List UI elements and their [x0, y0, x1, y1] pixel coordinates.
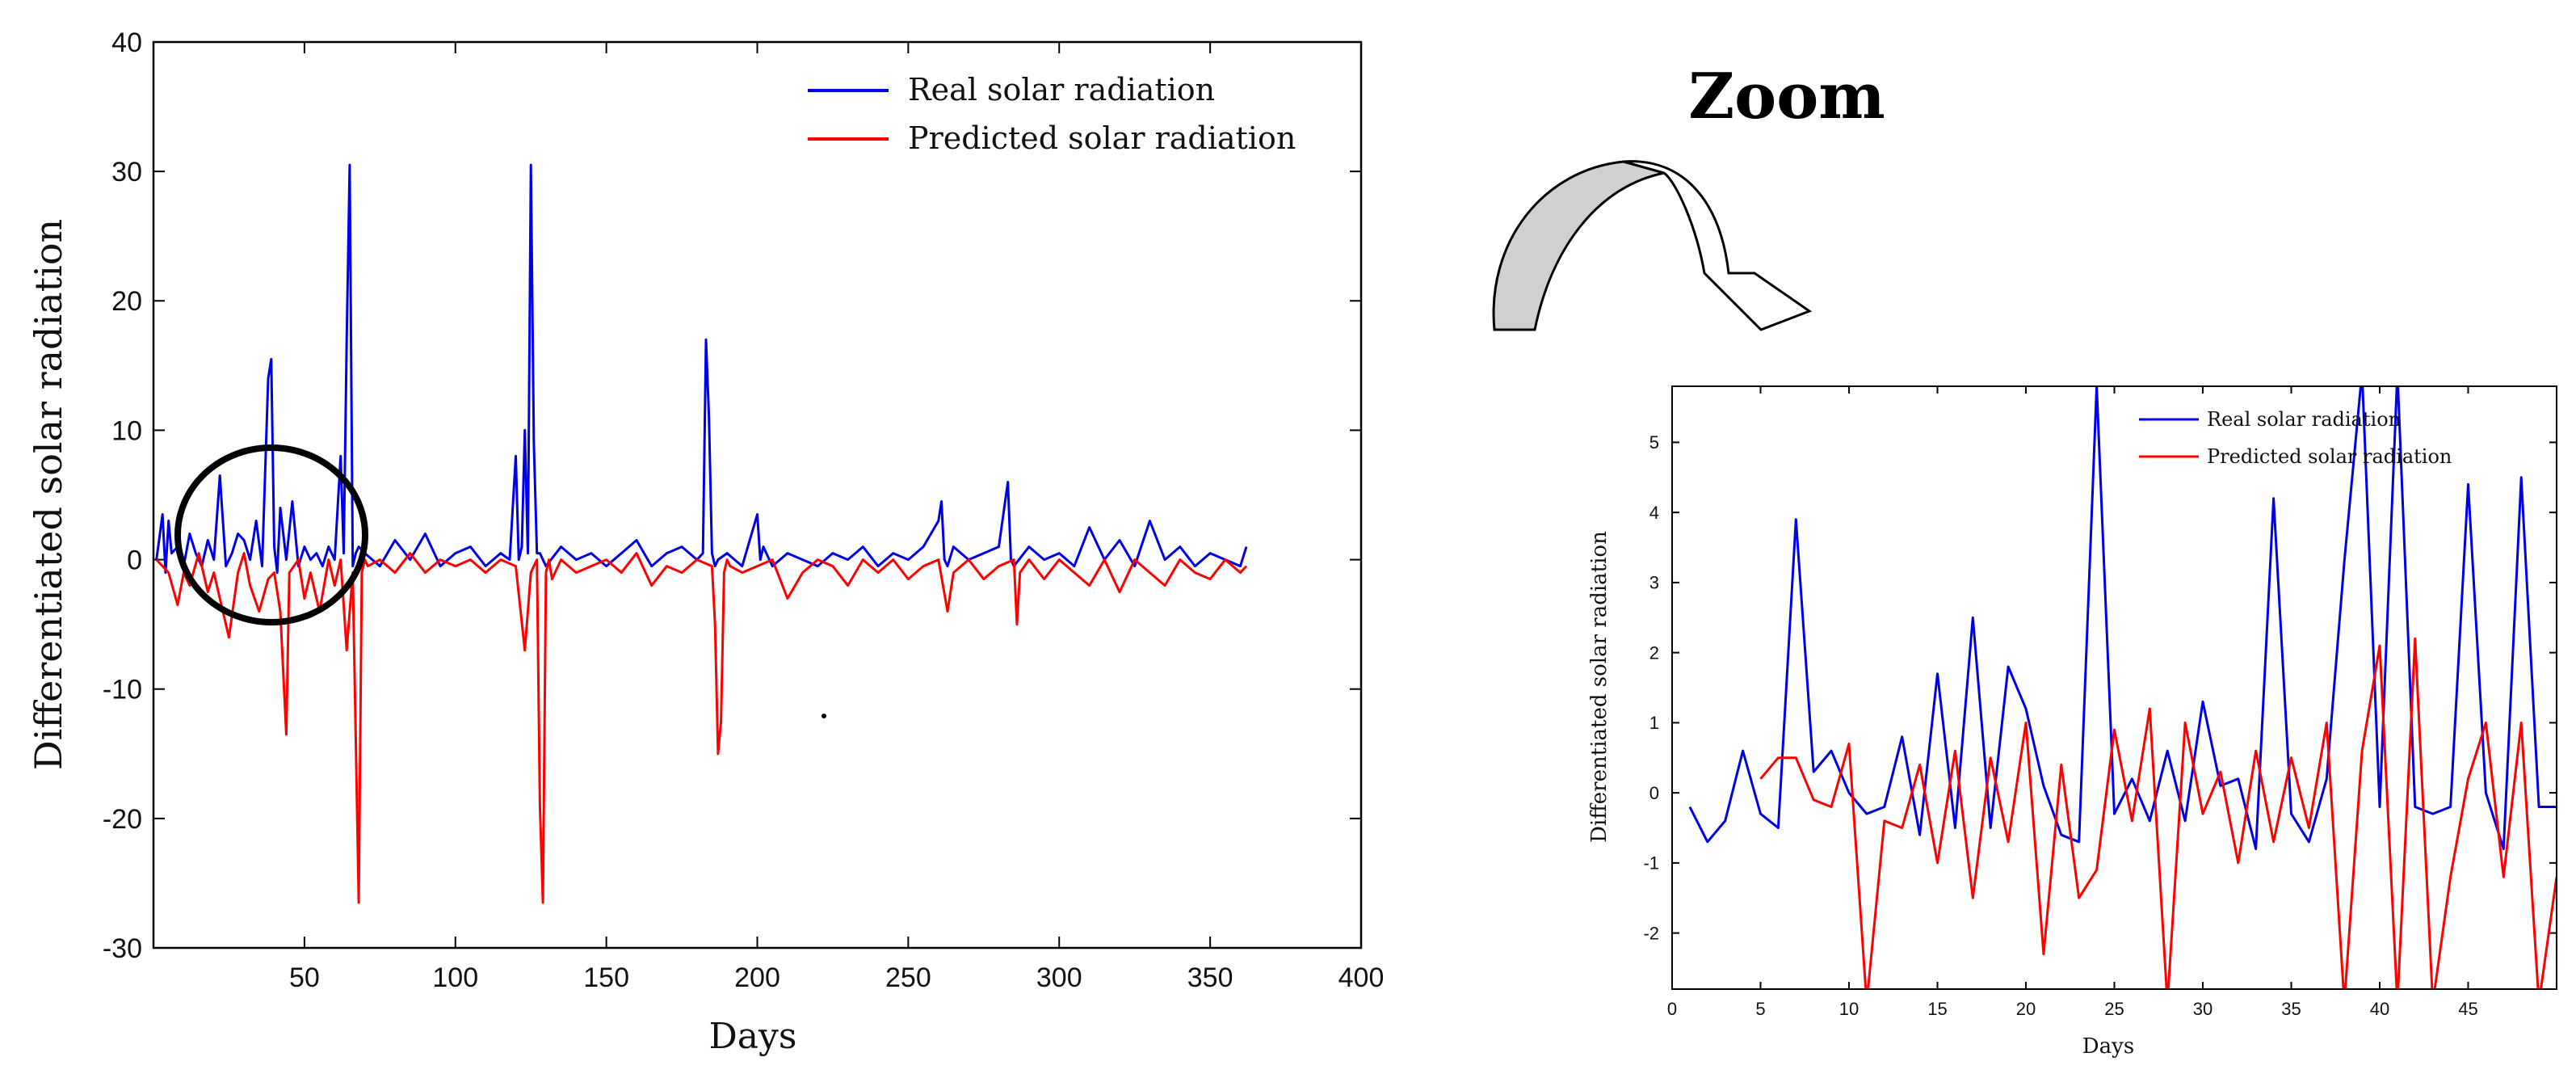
- y-tick-label: -10: [103, 675, 142, 705]
- y-tick-label: 2: [1649, 642, 1659, 663]
- x-tick-label: 400: [1338, 962, 1385, 993]
- y-tick-label: -2: [1643, 923, 1659, 943]
- y-tick-label: 30: [111, 157, 142, 187]
- x-tick-label: 200: [734, 962, 780, 993]
- series-line-real-solar-radiation: [1688, 386, 2557, 850]
- main-legend: Real solar radiation Predicted solar rad…: [808, 72, 1296, 156]
- main-plot-frame: [152, 40, 1363, 950]
- zoom-series-group: [1688, 386, 2557, 989]
- x-tick-label: 10: [1839, 999, 1859, 1019]
- y-tick-label: -20: [103, 804, 142, 835]
- main-chart: 50 100 150 200 250 300 350 400 -30 -20 -10 0 10 20 30 4…: [27, 27, 1384, 1057]
- main-series-group: [155, 163, 1248, 904]
- zoom-legend-label-real: Real solar radiation: [2207, 408, 2401, 431]
- x-tick-label: 45: [2458, 999, 2477, 1019]
- curved-arrow-head-icon: [1623, 160, 1813, 331]
- x-tick-label: 30: [2193, 999, 2213, 1019]
- zoom-annotation: Zoom: [1492, 60, 1885, 331]
- main-tick-labels: 50 100 150 200 250 300 350 400 -30 -20 -10 0 10 20 30 4…: [103, 27, 1385, 993]
- y-tick-label: -1: [1643, 853, 1659, 874]
- y-tick-label: 4: [1649, 503, 1659, 523]
- y-tick-label: 1: [1649, 713, 1659, 733]
- y-tick-label: 0: [1649, 783, 1659, 803]
- main-legend-label-real: Real solar radiation: [908, 72, 1215, 107]
- y-tick-label: 40: [111, 27, 142, 58]
- y-tick-label: -30: [103, 933, 142, 964]
- zoom-tick-marks: [1671, 386, 2557, 989]
- main-x-axis-label: Days: [709, 1016, 797, 1057]
- main-legend-label-predicted: Predicted solar radiation: [908, 120, 1296, 156]
- zoom-legend: Real solar radiation Predicted solar rad…: [2139, 408, 2452, 468]
- zoom-x-axis-label: Days: [2082, 1034, 2134, 1059]
- main-y-axis-label: Differentiated solar radiation: [27, 219, 70, 770]
- x-tick-label: 300: [1036, 962, 1082, 993]
- x-tick-label: 350: [1187, 962, 1233, 993]
- curved-arrow-shaded-icon: [1492, 160, 1665, 331]
- series-line-predicted-solar-radiation: [155, 552, 1248, 904]
- y-tick-label: 20: [111, 286, 142, 317]
- y-tick-label: 5: [1649, 432, 1659, 453]
- zoom-legend-label-predicted: Predicted solar radiation: [2207, 445, 2452, 468]
- y-tick-label: 10: [111, 415, 142, 446]
- series-line-predicted-solar-radiation: [1759, 637, 2557, 989]
- series-line-real-solar-radiation: [155, 163, 1248, 575]
- x-tick-label: 150: [583, 962, 629, 993]
- y-tick-label: 3: [1649, 573, 1659, 593]
- x-tick-label: 250: [885, 962, 931, 993]
- zoom-plot-frame: [1671, 385, 2557, 990]
- zoom-region-circle: [174, 444, 368, 625]
- y-tick-label: 0: [127, 545, 142, 575]
- x-tick-label: 50: [289, 962, 320, 993]
- zoom-label: Zoom: [1688, 60, 1885, 133]
- main-tick-marks: [153, 41, 1362, 949]
- x-tick-label: 15: [1927, 999, 1947, 1019]
- x-tick-label: 25: [2104, 999, 2124, 1019]
- x-tick-label: 5: [1755, 999, 1765, 1019]
- x-tick-label: 20: [2016, 999, 2036, 1019]
- zoom-y-axis-label: Differentiated solar radiation: [1587, 531, 1612, 843]
- x-tick-label: 100: [432, 962, 478, 993]
- stray-dot: [822, 714, 826, 718]
- x-tick-label: 40: [2370, 999, 2389, 1019]
- x-tick-label: 35: [2281, 999, 2301, 1019]
- x-tick-label: 0: [1667, 999, 1677, 1019]
